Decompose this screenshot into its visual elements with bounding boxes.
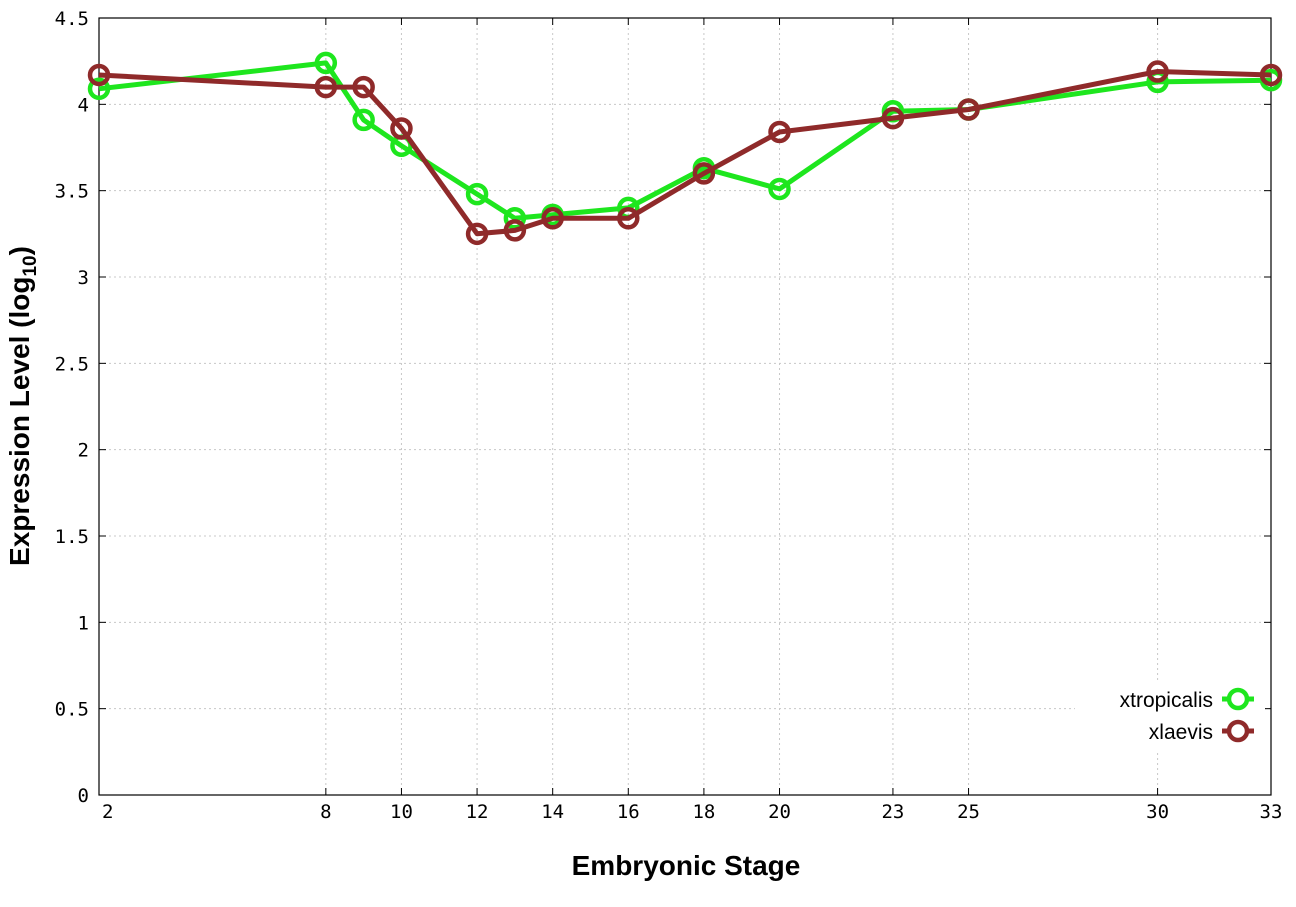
y-tick-label: 0.5	[55, 699, 89, 721]
data-point	[617, 207, 640, 230]
x-tick-label: 16	[617, 801, 640, 823]
data-point	[692, 162, 716, 185]
y-axis-title: Expression Level (log10)	[4, 246, 41, 566]
data-point	[314, 51, 338, 75]
data-point	[1146, 60, 1169, 83]
data-point	[87, 63, 111, 87]
y-tick-label: 3	[78, 267, 89, 289]
data-point	[768, 120, 791, 144]
tick-marks	[98, 17, 1272, 796]
data-point	[352, 75, 375, 99]
y-tick-labels: 0 0.5 1 1.5 2 2.5 3 3.5 4 4.5	[55, 8, 89, 807]
legend: xtropicalis xlaevis	[1075, 680, 1265, 750]
legend-label-xlaevis: xlaevis	[1149, 721, 1213, 744]
x-tick-label: 30	[1146, 801, 1169, 823]
y-axis-title-main: Expression Level (log	[4, 277, 35, 566]
data-point	[768, 177, 791, 201]
y-tick-label: 0	[78, 785, 89, 807]
data-point	[503, 219, 527, 242]
y-axis-title-subscript: 10	[20, 255, 41, 276]
y-tick-label: 3.5	[55, 181, 89, 203]
y-axis-title-end: )	[4, 246, 35, 255]
x-tick-label: 18	[692, 801, 715, 823]
y-tick-label: 1.5	[55, 526, 89, 548]
legend-label-xtropicalis: xtropicalis	[1120, 689, 1213, 712]
data-point	[1259, 63, 1283, 87]
x-tick-label: 2	[102, 801, 113, 823]
series-lines	[87, 51, 1283, 246]
y-tick-label: 2	[78, 440, 89, 462]
x-tick-label: 10	[390, 801, 413, 823]
y-tick-label: 4	[78, 94, 89, 116]
series-line-xlaevis	[98, 69, 1272, 237]
y-tick-label: 4.5	[55, 8, 89, 30]
series-xlaevis	[87, 60, 1283, 246]
data-point	[881, 106, 905, 130]
x-tick-label: 20	[768, 801, 791, 823]
legend-swatch-marker-xtropicalis	[1226, 687, 1250, 711]
x-tick-label: 12	[466, 801, 489, 823]
plot-frame	[98, 17, 1272, 796]
x-tick-label: 8	[320, 801, 331, 823]
data-point	[314, 75, 338, 99]
x-tick-label: 25	[957, 801, 980, 823]
data-point	[957, 98, 980, 121]
legend-swatch-marker-xlaevis	[1226, 719, 1250, 743]
x-tick-labels: 2 8 10 12 14 16 18 20 23 25 30 33	[102, 801, 1282, 823]
data-point	[87, 77, 111, 101]
data-point	[503, 207, 527, 230]
y-tick-label: 1	[78, 612, 89, 634]
x-tick-label: 33	[1260, 801, 1283, 823]
data-point	[352, 108, 375, 132]
data-point	[390, 117, 413, 140]
y-tick-label: 2.5	[55, 353, 89, 375]
x-tick-label: 23	[881, 801, 904, 823]
grid-lines	[99, 18, 1271, 795]
series-xtropicalis	[87, 51, 1283, 230]
x-axis-title: Embryonic Stage	[572, 850, 801, 881]
x-tick-label: 14	[541, 801, 564, 823]
data-point	[541, 207, 564, 230]
data-point	[465, 182, 489, 206]
data-point	[465, 222, 489, 246]
